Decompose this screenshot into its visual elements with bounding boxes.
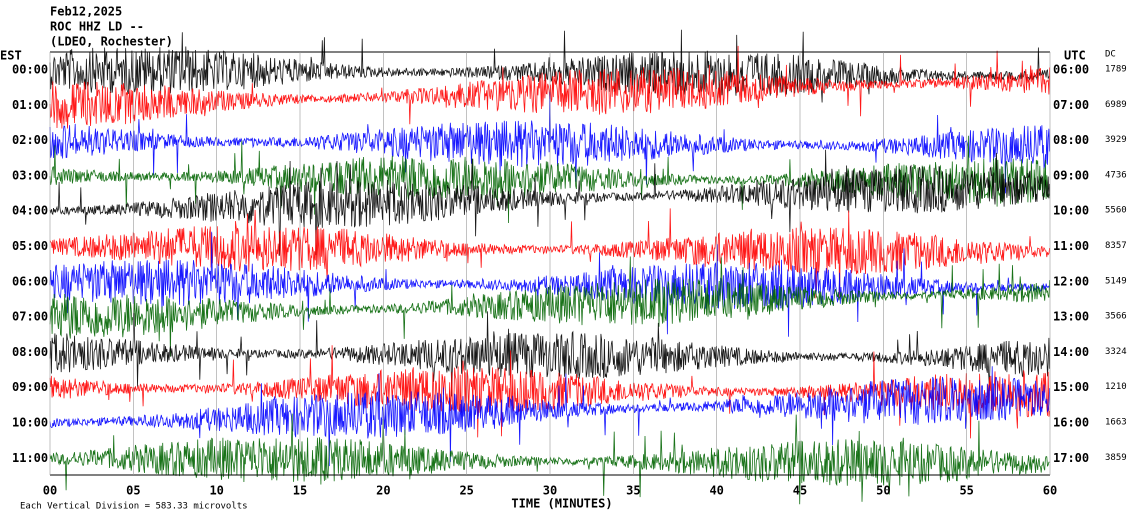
utc-label: 10:00 — [1053, 204, 1089, 218]
utc-label: 13:00 — [1053, 310, 1089, 324]
est-label: 01:00 — [12, 98, 48, 112]
right-axis-label: UTC — [1064, 49, 1086, 63]
dc-value: 5560 — [1105, 206, 1127, 216]
dc-label: DC — [1105, 50, 1116, 60]
est-label: 08:00 — [12, 345, 48, 359]
title: Feb12,2025 — [50, 5, 122, 19]
x-tick-label: 15 — [293, 484, 307, 498]
dc-value: 5149 — [1105, 276, 1127, 286]
x-tick-label: 35 — [626, 484, 640, 498]
dc-value: 3929 — [1105, 135, 1127, 145]
utc-label: 17:00 — [1053, 451, 1089, 465]
dc-value: 6989 — [1105, 100, 1127, 110]
x-tick-label: 05 — [126, 484, 140, 498]
est-label: 07:00 — [12, 310, 48, 324]
utc-label: 09:00 — [1053, 168, 1089, 182]
x-axis-label: TIME (MINUTES) — [511, 497, 612, 511]
est-label: 11:00 — [12, 451, 48, 465]
x-tick-label: 50 — [876, 484, 890, 498]
dc-value: 1663 — [1105, 418, 1127, 428]
x-tick-label: 00 — [43, 484, 57, 498]
est-label: 02:00 — [12, 133, 48, 147]
utc-label: 07:00 — [1053, 98, 1089, 112]
est-label: 09:00 — [12, 380, 48, 394]
x-tick-label: 40 — [709, 484, 723, 498]
dc-value: 3324 — [1105, 347, 1127, 357]
utc-label: 15:00 — [1053, 380, 1089, 394]
x-tick-label: 45 — [793, 484, 807, 498]
est-label: 00:00 — [12, 63, 48, 77]
x-tick-label: 55 — [959, 484, 973, 498]
utc-label: 16:00 — [1053, 416, 1089, 430]
left-axis-label: EST — [0, 49, 22, 63]
est-label: 03:00 — [12, 168, 48, 182]
utc-label: 14:00 — [1053, 345, 1089, 359]
network: (LDEO, Rochester) — [50, 35, 173, 49]
dc-value: 1789 — [1105, 65, 1127, 75]
dc-value: 3566 — [1105, 312, 1127, 322]
utc-label: 11:00 — [1053, 239, 1089, 253]
subtitle: ROC HHZ LD -- — [50, 20, 144, 34]
utc-label: 06:00 — [1053, 63, 1089, 77]
est-label: 10:00 — [12, 416, 48, 430]
dc-value: 8357 — [1105, 241, 1127, 251]
dc-value: 1210 — [1105, 382, 1127, 392]
x-tick-label: 25 — [459, 484, 473, 498]
x-tick-label: 10 — [209, 484, 223, 498]
x-tick-label: 30 — [543, 484, 557, 498]
x-tick-label: 60 — [1043, 484, 1057, 498]
est-label: 06:00 — [12, 274, 48, 288]
dc-value: 3859 — [1105, 453, 1127, 463]
est-label: 04:00 — [12, 204, 48, 218]
utc-label: 08:00 — [1053, 133, 1089, 147]
dc-value: 4736 — [1105, 170, 1127, 180]
est-label: 05:00 — [12, 239, 48, 253]
footnote: Each Vertical Division = 583.33 microvol… — [20, 502, 248, 512]
utc-label: 12:00 — [1053, 274, 1089, 288]
x-tick-label: 20 — [376, 484, 390, 498]
